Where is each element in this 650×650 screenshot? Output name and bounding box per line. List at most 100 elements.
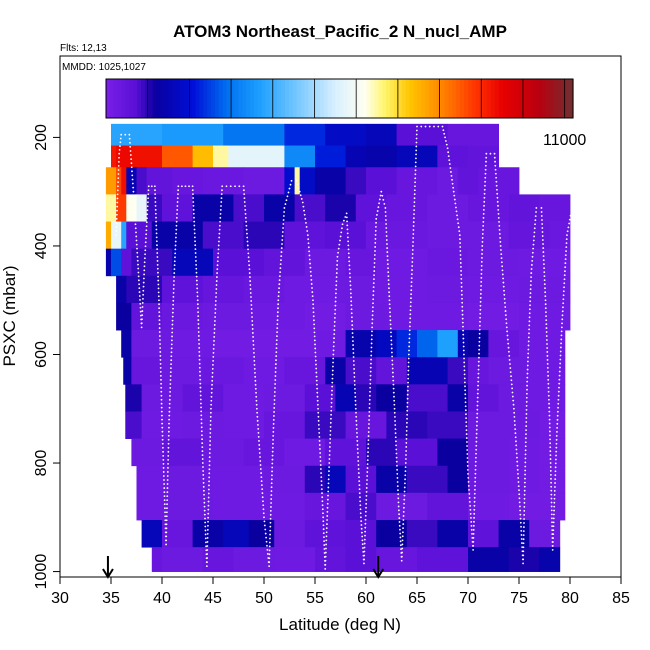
track-point (543, 283, 546, 286)
track-point (558, 386, 560, 389)
track-point (533, 231, 536, 234)
track-point (313, 319, 315, 322)
track-point (462, 345, 465, 348)
track-point (270, 498, 273, 500)
track-point (167, 463, 169, 465)
track-point (165, 523, 168, 526)
track-point (367, 431, 370, 433)
colorbar-segment (117, 79, 123, 118)
track-point (361, 535, 364, 538)
track-point (353, 380, 356, 382)
heatmap-cell (202, 438, 244, 467)
track-point (130, 158, 133, 161)
track-point (168, 418, 171, 421)
track-point (156, 244, 158, 247)
heatmap-cell (519, 330, 566, 358)
track-point (498, 229, 501, 231)
track-point (116, 201, 119, 204)
track-point (141, 302, 144, 304)
track-point (199, 382, 202, 385)
colorbar-segment (518, 79, 524, 118)
track-point (481, 245, 484, 247)
track-point (411, 261, 414, 263)
track-point (557, 390, 560, 393)
track-point (167, 434, 170, 437)
track-point (331, 381, 334, 384)
track-point (207, 516, 210, 519)
heatmap-cell (121, 221, 127, 250)
track-point (367, 435, 370, 437)
track-point (143, 273, 145, 276)
track-point (271, 458, 274, 461)
track-point (408, 333, 411, 336)
track-point (546, 366, 549, 369)
track-point (330, 397, 333, 400)
track-point (363, 550, 366, 553)
track-point (541, 227, 544, 229)
track-point (192, 204, 195, 207)
track-point (120, 133, 123, 136)
track-point (480, 288, 482, 291)
track-point (477, 376, 480, 379)
track-point (244, 209, 247, 211)
heatmap-cell (136, 492, 163, 521)
track-point (303, 213, 306, 216)
chart-title: ATOM3 Northeast_Pacific_2 N_nucl_AMP (173, 22, 507, 41)
track-point (415, 129, 418, 132)
track-point (526, 368, 529, 371)
heatmap-cell (243, 275, 285, 304)
track-point (384, 211, 387, 213)
track-point (403, 486, 406, 489)
heatmap-cell (468, 357, 489, 385)
heatmap-cell (146, 194, 163, 222)
track-point (548, 398, 550, 401)
track-point (484, 176, 487, 179)
track-point (565, 246, 568, 249)
track-point (477, 388, 479, 391)
track-point (165, 539, 168, 542)
track-point (555, 454, 557, 457)
track-point (373, 254, 376, 256)
track-point (555, 434, 558, 437)
track-point (331, 369, 334, 372)
colorbar-segment (316, 79, 321, 118)
track-point (412, 233, 415, 235)
track-point (475, 448, 478, 451)
heatmap-cell (125, 411, 142, 440)
track-point (403, 490, 406, 493)
track-point (480, 280, 483, 283)
track-point (406, 389, 409, 392)
heatmap-cell (264, 465, 306, 494)
heatmap-cell (123, 357, 132, 385)
track-point (394, 424, 397, 426)
track-point (119, 137, 122, 140)
track-point (200, 426, 203, 429)
track-point (275, 347, 278, 350)
track-point (247, 248, 249, 251)
track-point (366, 463, 369, 465)
heatmap-cell (468, 330, 489, 358)
track-point (143, 261, 146, 264)
track-point (550, 489, 553, 492)
track-point (474, 468, 477, 471)
track-point (206, 532, 209, 535)
track-point (274, 367, 277, 369)
track-point (204, 521, 207, 524)
heatmap-cell (192, 145, 214, 168)
colorbar-segment (487, 79, 492, 118)
track-point (547, 370, 549, 373)
track-point (324, 551, 327, 554)
track-point (308, 254, 311, 257)
colorbar-segment (510, 79, 516, 118)
track-point (220, 201, 223, 203)
heatmap-cell (182, 411, 224, 440)
track-point (348, 268, 351, 271)
track-point (532, 239, 535, 242)
heatmap-cell (345, 411, 387, 440)
track-point (348, 264, 351, 267)
track-point (467, 476, 470, 479)
track-point (200, 418, 203, 421)
heatmap-cell (294, 194, 326, 222)
track-point (415, 133, 418, 136)
track-point (332, 365, 334, 368)
